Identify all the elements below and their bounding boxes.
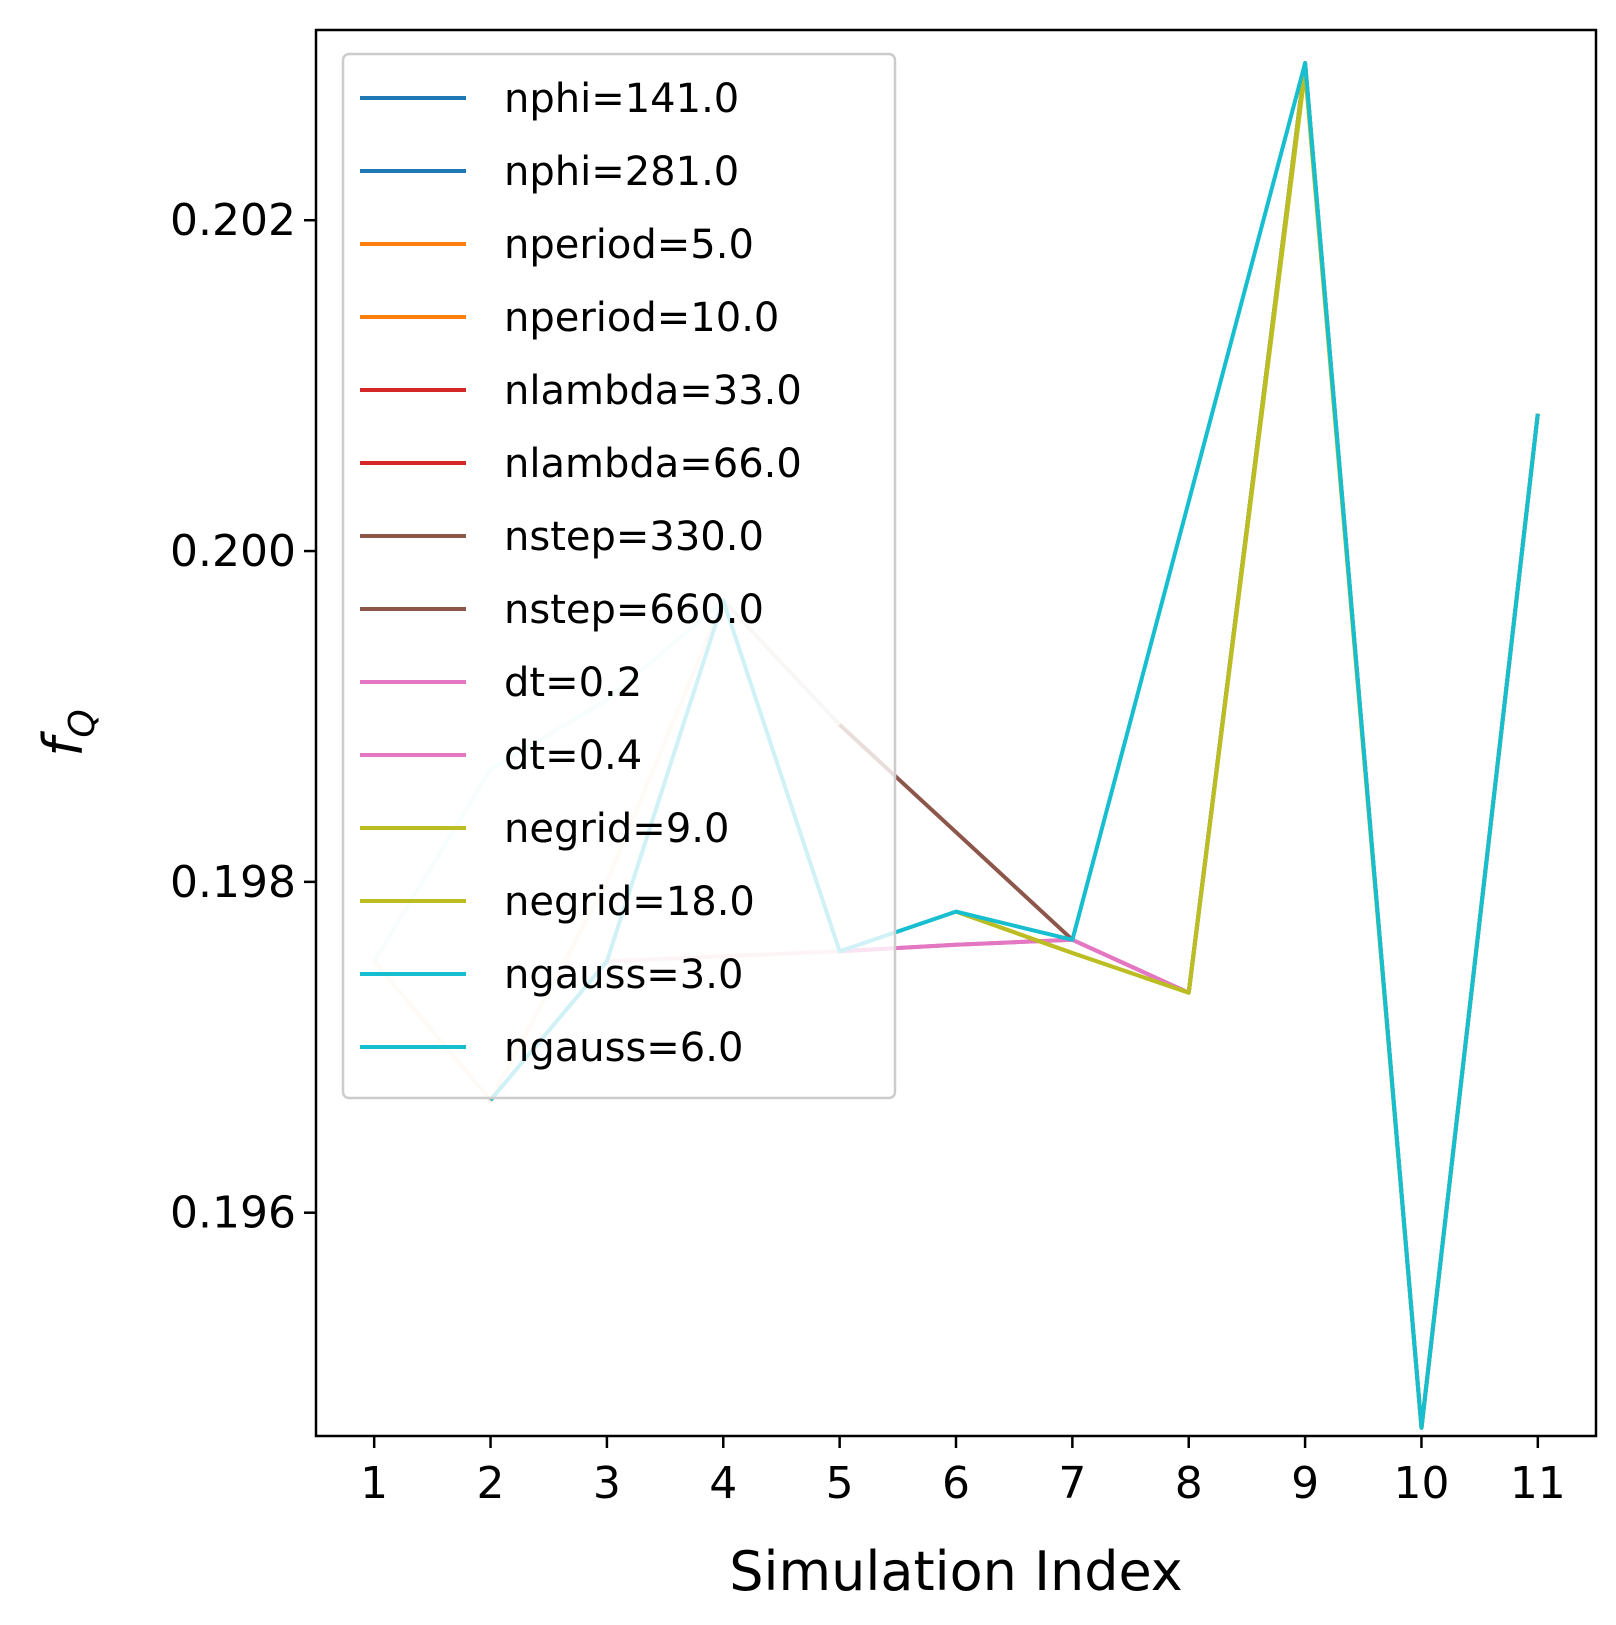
legend-entry: nstep=660.0 [504,587,764,633]
x-tick-label: 11 [1510,1458,1566,1509]
y-axis-label: fQ [32,709,103,756]
x-tick-label: 7 [1058,1458,1086,1509]
y-tick-label: 0.202 [170,195,296,246]
y-axis-label-subscript: Q [62,709,103,737]
series-line-9 [839,937,1190,995]
x-tick-label: 1 [360,1458,388,1509]
x-tick-label: 6 [942,1458,970,1509]
x-tick-label: 4 [709,1458,737,1509]
legend-entry: nlambda=33.0 [504,368,802,414]
legend-entry: negrid=18.0 [504,879,755,925]
legend: nphi=141.0 nphi=281.0 nperiod=5.0 nperiod=1… [341,52,897,1100]
y-tick-label: 0.200 [170,526,296,577]
x-tick-label: 3 [593,1458,621,1509]
y-tick-label: 0.196 [170,1188,296,1239]
legend-entry: nperiod=10.0 [504,295,779,341]
x-axis-label: Simulation Index [729,1540,1182,1603]
legend-entry: nperiod=5.0 [504,222,754,268]
legend-entry: dt=0.2 [504,660,642,706]
x-tick-label: 5 [826,1458,854,1509]
y-tick-label: 0.198 [170,857,296,908]
legend-entry: dt=0.4 [504,733,642,779]
x-axis: 1 2 3 4 5 6 7 8 9 10 11 [360,1436,1566,1509]
x-tick-label: 2 [477,1458,505,1509]
legend-entry: nstep=330.0 [504,514,764,560]
y-axis: 0.196 0.198 0.200 0.202 [170,195,316,1239]
legend-box [341,52,897,1100]
legend-entry: ngauss=6.0 [504,1025,743,1071]
legend-entry: nphi=141.0 [504,76,739,122]
legend-entry: negrid=9.0 [504,806,729,852]
legend-entry: nphi=281.0 [504,149,739,195]
x-tick-label: 9 [1291,1458,1319,1509]
series-line-10 [955,61,1540,1430]
legend-entry: nlambda=66.0 [504,441,802,487]
x-tick-label: 8 [1175,1458,1203,1509]
legend-entry: ngauss=3.0 [504,952,743,998]
x-tick-label: 10 [1393,1458,1449,1509]
